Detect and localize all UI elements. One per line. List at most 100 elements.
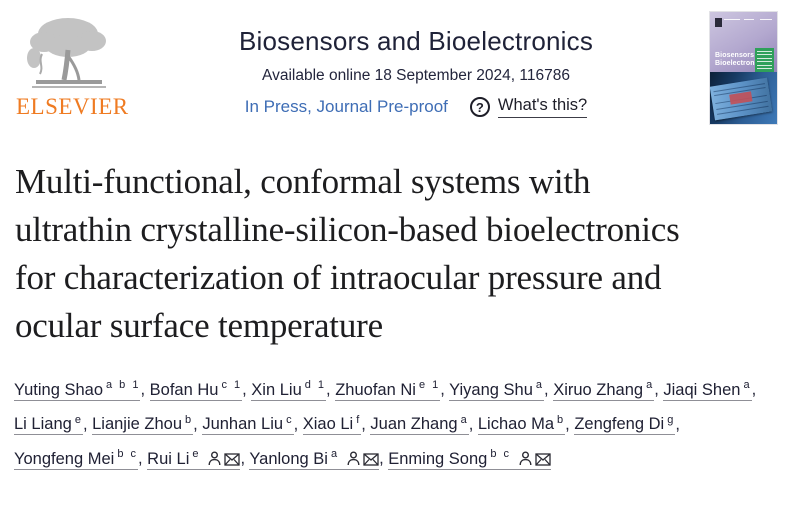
author-name: Zhuofan Ni — [335, 380, 416, 399]
author-affiliation-sup: e — [74, 413, 83, 426]
author-separator: , — [140, 380, 150, 399]
in-press-link[interactable]: In Press, Journal Pre-proof — [244, 97, 448, 116]
author-link[interactable]: Li Liang e — [14, 413, 83, 435]
author-affiliation-sup: a — [460, 413, 469, 426]
article-title: Multi-functional, conformal systems with… — [15, 162, 680, 345]
author-separator: , — [293, 415, 303, 433]
author-name: Jiaqi Shen — [663, 380, 741, 399]
author-separator: , — [675, 415, 680, 433]
cover-header-bar — [760, 19, 772, 20]
envelope-icon[interactable] — [224, 452, 241, 466]
person-icon[interactable] — [347, 451, 360, 466]
author-link[interactable]: Juan Zhang a — [370, 413, 469, 435]
person-icon[interactable] — [519, 451, 532, 466]
author-link[interactable]: Yiyang Shu a — [449, 379, 545, 401]
author-affiliation-sup: g — [667, 413, 676, 426]
author-affiliation-sup: c — [286, 413, 294, 426]
author-separator: , — [654, 380, 664, 399]
author-separator: , — [440, 380, 450, 399]
elsevier-wordmark: ELSEVIER — [16, 94, 129, 119]
journal-info: Biosensors and Bioelectronics Available … — [122, 10, 710, 118]
envelope-icon[interactable] — [535, 452, 551, 466]
author-name: Li Liang — [14, 415, 72, 433]
journal-title-link[interactable]: Biosensors and Bioelectronics — [238, 26, 594, 56]
cover-green-panel — [755, 48, 774, 75]
envelope-icon[interactable] — [363, 452, 379, 466]
author-link[interactable]: Xiruo Zhang a — [553, 379, 655, 401]
cover-photo — [710, 72, 777, 124]
cover-circuit-board — [710, 77, 773, 121]
author-link[interactable]: Zengfeng Di g — [574, 413, 676, 435]
author-affiliation-sup: b — [185, 413, 194, 426]
author-affiliation-sup: b — [557, 413, 566, 426]
elsevier-logo[interactable]: ELSEVIER — [14, 10, 129, 120]
question-mark-icon[interactable]: ? — [469, 97, 490, 117]
author-name: Bofan Hu — [149, 380, 219, 399]
author-name: Yiyang Shu — [449, 380, 533, 399]
author-separator: , — [468, 415, 478, 433]
author-separator: , — [240, 449, 250, 468]
author-link[interactable]: Junhan Liu c — [202, 413, 294, 435]
author-name: Xiruo Zhang — [553, 380, 644, 399]
author-affiliation-sup: e 1 — [418, 379, 441, 391]
author-link[interactable]: Bofan Hu c 1 — [149, 379, 243, 401]
author-name: Juan Zhang — [370, 415, 458, 433]
author-separator: , — [242, 380, 252, 399]
author-name: Xiao Li — [302, 415, 354, 433]
whats-this-group: ? What's this? — [469, 96, 588, 118]
author-link[interactable]: Rui Li e — [147, 448, 241, 470]
author-name: Rui Li — [147, 449, 190, 468]
article-header-page: ELSEVIER Biosensors and Bioelectronics A… — [14, 10, 783, 474]
author-separator: , — [379, 449, 389, 468]
author-affiliation-sup: c 1 — [221, 379, 243, 391]
author-name: Xin Liu — [251, 380, 302, 399]
elsevier-tree-icon — [27, 18, 106, 88]
cover-header-bar — [744, 19, 754, 20]
cover-journal-title: Biosensors & Bioelectronics — [715, 52, 765, 67]
person-icon[interactable] — [208, 451, 221, 466]
author-name: Zengfeng Di — [574, 415, 665, 433]
author-affiliation-sup: e — [192, 448, 201, 460]
author-name: Yanlong Bi — [249, 449, 328, 468]
author-separator: , — [361, 415, 371, 433]
author-link[interactable]: Xiao Li f — [302, 413, 362, 435]
author-link[interactable]: Yanlong Bi a — [249, 448, 380, 470]
author-name: Yongfeng Mei — [14, 449, 115, 468]
author-separator: , — [82, 415, 93, 433]
author-link[interactable]: Jiaqi Shen a — [663, 379, 752, 401]
cover-publisher-mark — [715, 18, 722, 27]
author-link[interactable]: Lichao Ma b — [477, 413, 566, 435]
author-link[interactable]: Lianjie Zhou b — [92, 413, 194, 435]
journal-header: ELSEVIER Biosensors and Bioelectronics A… — [14, 10, 783, 124]
author-link[interactable]: Yuting Shao a b 1 — [14, 379, 141, 401]
cover-header-bar — [724, 19, 740, 20]
author-separator: , — [326, 380, 336, 399]
author-separator: , — [544, 380, 554, 399]
author-affiliation-sup: a — [535, 379, 545, 391]
in-press-row: In Press, Journal Pre-proof ? What's thi… — [122, 96, 710, 118]
author-separator: , — [193, 415, 203, 433]
author-link[interactable]: Enming Song b c — [388, 448, 552, 470]
author-name: Junhan Liu — [202, 415, 284, 433]
journal-cover-thumbnail[interactable]: Biosensors & Bioelectronics — [710, 12, 777, 124]
author-list: Yuting Shao a b 1, Bofan Hu c 1, Xin Liu d … — [14, 370, 783, 474]
author-affiliation-sup: a — [743, 379, 752, 391]
whats-this-link[interactable]: What's this? — [497, 96, 588, 118]
author-name: Yuting Shao — [14, 380, 103, 399]
author-affiliation-sup: f — [356, 413, 362, 426]
author-link[interactable]: Yongfeng Mei b c — [14, 448, 138, 470]
author-separator: , — [565, 415, 575, 433]
author-link[interactable]: Xin Liu d 1 — [251, 379, 327, 401]
author-separator: , — [751, 380, 757, 399]
author-name: Enming Song — [388, 449, 488, 468]
author-affiliation-sup: a b 1 — [106, 379, 141, 391]
author-link[interactable]: Zhuofan Ni e 1 — [335, 379, 441, 401]
author-affiliation-sup: b c — [117, 448, 138, 460]
author-name: Lichao Ma — [477, 415, 555, 433]
author-affiliation-sup: d 1 — [304, 379, 327, 391]
author-affiliation-sup: a — [330, 448, 340, 460]
author-affiliation-sup: b c — [490, 448, 512, 460]
author-name: Lianjie Zhou — [92, 415, 183, 433]
author-separator: , — [138, 449, 148, 468]
availability-text: Available online 18 September 2024, 1167… — [262, 67, 570, 84]
